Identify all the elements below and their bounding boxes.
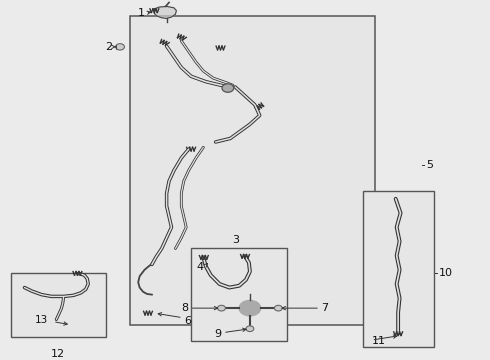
Text: 4: 4 [196,262,203,272]
Text: 8: 8 [181,303,189,313]
Circle shape [274,305,282,311]
Text: 7: 7 [321,303,328,313]
Text: 12: 12 [51,348,65,359]
Text: 3: 3 [232,235,239,245]
Polygon shape [154,6,176,18]
Circle shape [246,326,254,332]
Circle shape [218,305,225,311]
Bar [191,248,287,341]
Bar [130,16,375,325]
Circle shape [222,84,234,92]
Text: 13: 13 [35,315,48,325]
Text: 11: 11 [371,336,386,346]
Circle shape [239,300,261,316]
Text: 6: 6 [184,316,191,326]
Bar [363,191,434,347]
Text: 10: 10 [439,268,453,278]
Text: 1: 1 [138,8,145,18]
Text: 9: 9 [214,329,221,339]
Text: 5: 5 [426,160,433,170]
Text: 2: 2 [105,42,113,52]
Circle shape [116,44,124,50]
Bar [11,273,106,337]
